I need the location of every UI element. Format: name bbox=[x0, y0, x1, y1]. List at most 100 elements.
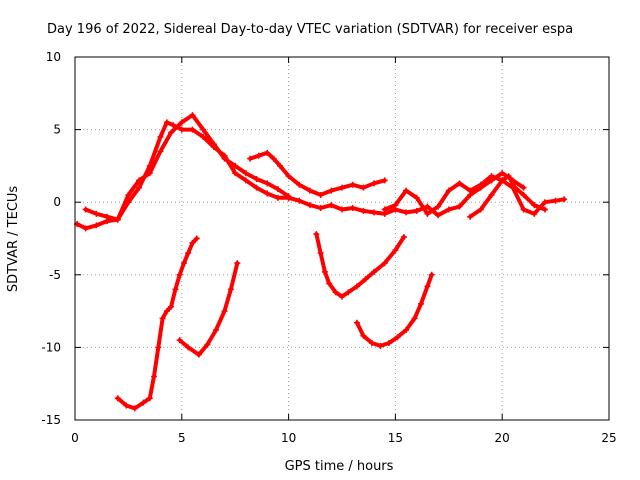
data-point bbox=[520, 184, 527, 191]
x-tick-label: 15 bbox=[388, 431, 403, 445]
series-pass-3 bbox=[247, 149, 388, 198]
data-point bbox=[377, 342, 384, 349]
data-point bbox=[435, 212, 442, 219]
data-point bbox=[512, 184, 519, 191]
data-point bbox=[360, 332, 367, 339]
data-point bbox=[394, 334, 401, 341]
data-point bbox=[185, 344, 192, 351]
data-point bbox=[317, 250, 324, 257]
data-point bbox=[360, 207, 367, 214]
data-point bbox=[531, 210, 538, 217]
data-point bbox=[264, 180, 271, 187]
data-point bbox=[411, 315, 418, 322]
data-point bbox=[159, 315, 166, 322]
data-point bbox=[168, 303, 175, 310]
data-point bbox=[176, 337, 183, 344]
series-line bbox=[248, 150, 387, 197]
data-point bbox=[93, 222, 100, 229]
data-point bbox=[172, 286, 179, 293]
series-line bbox=[83, 113, 291, 222]
x-tick-label: 5 bbox=[178, 431, 186, 445]
data-point bbox=[368, 340, 375, 347]
series-pass-10 bbox=[353, 271, 435, 349]
data-point bbox=[424, 283, 431, 290]
data-point bbox=[140, 399, 147, 406]
data-point bbox=[200, 126, 207, 133]
data-point bbox=[353, 283, 360, 290]
plot-frame bbox=[74, 56, 610, 421]
y-tick-label: 0 bbox=[53, 195, 61, 209]
data-point bbox=[163, 308, 170, 315]
data-point bbox=[178, 126, 185, 133]
data-point bbox=[296, 181, 303, 188]
data-point bbox=[123, 402, 130, 409]
data-point bbox=[247, 155, 254, 162]
data-point bbox=[332, 289, 339, 296]
data-point bbox=[242, 170, 249, 177]
series-pass-5 bbox=[381, 173, 568, 217]
data-point bbox=[424, 210, 431, 217]
data-point bbox=[253, 175, 260, 182]
data-point bbox=[413, 194, 420, 201]
data-point bbox=[232, 170, 239, 177]
data-point bbox=[467, 213, 474, 220]
y-tick-label: -5 bbox=[49, 268, 61, 282]
data-point bbox=[403, 209, 410, 216]
data-point bbox=[82, 225, 89, 232]
data-point bbox=[176, 271, 183, 278]
y-tick-label: -10 bbox=[41, 340, 61, 354]
chart-title: Day 196 of 2022, Sidereal Day-to-day VTE… bbox=[47, 22, 573, 37]
data-point bbox=[189, 126, 196, 133]
data-point bbox=[467, 187, 474, 194]
data-point bbox=[371, 268, 378, 275]
data-point bbox=[413, 207, 420, 214]
data-point bbox=[285, 194, 292, 201]
data-point bbox=[456, 203, 463, 210]
data-point bbox=[296, 197, 303, 204]
data-point bbox=[185, 250, 192, 257]
series-pass-9 bbox=[313, 231, 407, 300]
data-point bbox=[424, 203, 431, 210]
series-pass-2 bbox=[82, 112, 292, 223]
data-point bbox=[499, 177, 506, 184]
data-point bbox=[561, 196, 568, 203]
data-point bbox=[242, 177, 249, 184]
data-point bbox=[168, 129, 175, 136]
data-point bbox=[499, 170, 506, 177]
data-point bbox=[170, 122, 177, 129]
data-point bbox=[255, 152, 262, 159]
series-line bbox=[355, 272, 434, 348]
data-point bbox=[210, 141, 217, 148]
data-point bbox=[435, 203, 442, 210]
y-tick-label: 5 bbox=[53, 123, 61, 137]
data-point bbox=[277, 162, 284, 169]
data-point bbox=[212, 326, 219, 333]
x-tick-label: 0 bbox=[71, 431, 79, 445]
data-point bbox=[371, 209, 378, 216]
data-point bbox=[520, 206, 527, 213]
data-point bbox=[234, 260, 241, 267]
data-point bbox=[306, 187, 313, 194]
data-point bbox=[418, 300, 425, 307]
data-point bbox=[400, 234, 407, 241]
x-axis-label: GPS time / hours bbox=[285, 459, 394, 474]
data-point bbox=[339, 293, 345, 300]
data-point bbox=[146, 395, 153, 402]
data-point bbox=[274, 186, 281, 193]
data-point bbox=[385, 340, 392, 347]
data-point bbox=[371, 180, 378, 187]
data-point bbox=[541, 206, 548, 213]
x-tick-label: 20 bbox=[495, 431, 510, 445]
data-point bbox=[381, 177, 388, 184]
y-axis-label: SDTVAR / TECUs bbox=[6, 186, 21, 293]
data-point bbox=[477, 206, 484, 213]
data-point bbox=[306, 202, 313, 209]
data-point bbox=[253, 184, 260, 191]
data-point bbox=[180, 260, 187, 267]
data-point bbox=[456, 180, 463, 187]
data-point bbox=[157, 148, 164, 155]
series-layer bbox=[74, 112, 568, 412]
data-point bbox=[321, 268, 328, 275]
data-point bbox=[317, 191, 324, 198]
